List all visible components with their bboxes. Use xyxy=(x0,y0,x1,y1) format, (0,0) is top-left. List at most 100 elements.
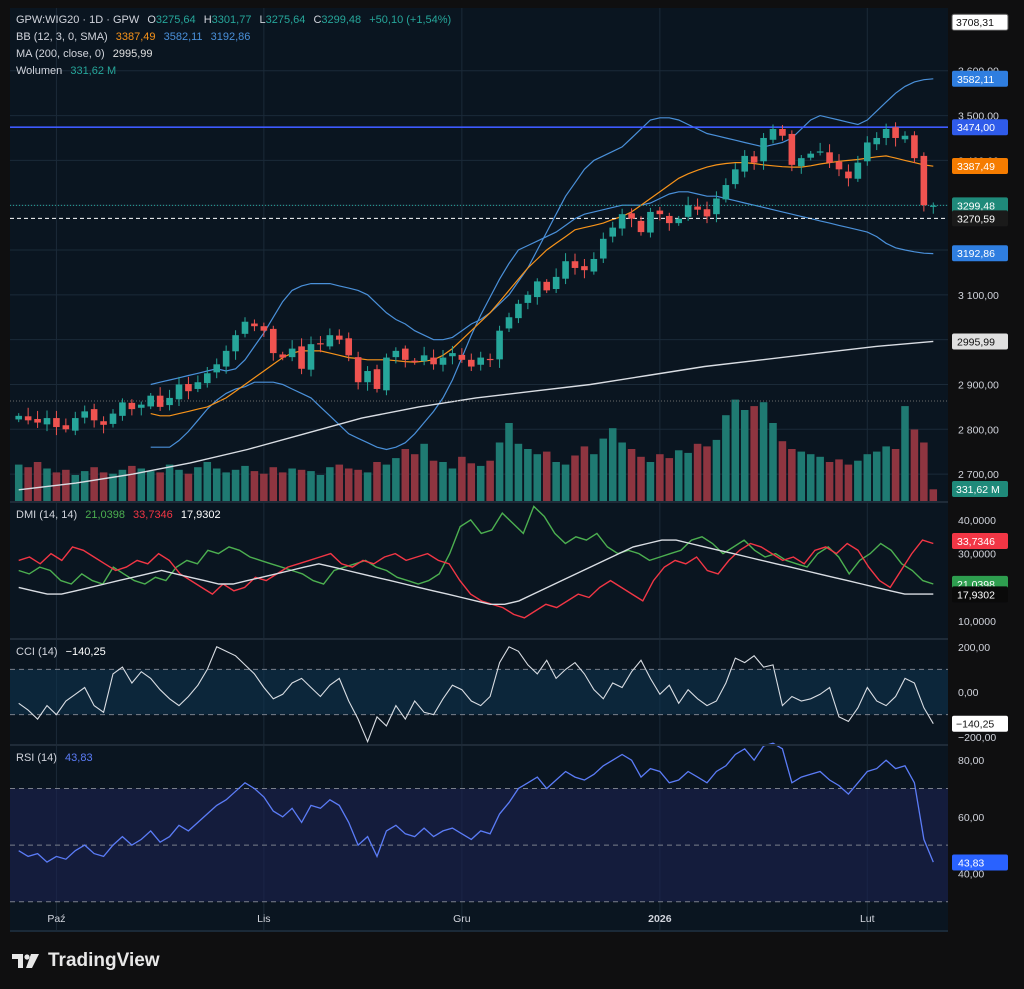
volume-bar xyxy=(194,467,202,501)
volume-bar xyxy=(712,439,721,501)
price-badge xyxy=(952,70,1008,87)
price-badge-label: 3582,11 xyxy=(957,74,994,86)
bb-lower-line xyxy=(150,191,934,451)
volume-bar xyxy=(929,489,938,501)
volume-bar xyxy=(797,451,806,501)
volume-bar xyxy=(882,446,890,501)
candle-body xyxy=(562,261,569,279)
candle-body xyxy=(637,220,645,233)
price-tick-label: 3 100,00 xyxy=(958,290,999,302)
ohlc-open: O3275,64 xyxy=(147,14,195,26)
candle-body xyxy=(873,137,881,145)
candle-body xyxy=(722,185,730,200)
candle-body xyxy=(515,303,522,319)
volume-bar xyxy=(420,443,428,501)
volume-bar xyxy=(806,454,815,501)
candle-body xyxy=(345,338,353,356)
cci-band-fill xyxy=(10,669,948,715)
volume-bar xyxy=(335,464,344,501)
dmi-badge xyxy=(952,586,1008,603)
cci-value: −140,25 xyxy=(65,646,106,658)
volume-bar xyxy=(410,454,419,501)
volume-bar xyxy=(99,472,108,501)
price-tick-label: 2 700,00 xyxy=(958,469,999,481)
candle-body xyxy=(731,169,739,185)
open-value: 3275,64 xyxy=(155,14,196,26)
candle-body xyxy=(835,161,843,170)
volume-bar xyxy=(863,454,872,501)
candle-body xyxy=(552,276,560,290)
candle-body xyxy=(750,156,758,163)
volume-bar xyxy=(844,464,853,501)
candle-body xyxy=(241,321,249,334)
volume-bar xyxy=(71,475,80,501)
candle-body xyxy=(109,413,117,424)
candle-body xyxy=(373,369,381,389)
rsi-tick-label: 40,00 xyxy=(958,868,984,880)
volume-bar xyxy=(835,459,843,501)
volume-bar xyxy=(910,429,919,501)
volume-bar xyxy=(165,464,174,501)
cci-legend: CCI (14) −140,25 xyxy=(16,646,111,658)
candle-body xyxy=(703,209,711,217)
candle-body xyxy=(43,418,51,425)
candle-body xyxy=(213,364,221,373)
volume-bar xyxy=(703,446,711,501)
low-label: L xyxy=(259,14,266,26)
volume-bar xyxy=(901,406,909,501)
volume-bar xyxy=(288,468,296,501)
candle-body xyxy=(543,281,551,291)
rsi-line xyxy=(18,742,934,863)
volume-bar xyxy=(788,449,796,501)
volume-bar xyxy=(401,449,410,501)
dmi-tick-label: 10,0000 xyxy=(958,616,996,628)
ohlc-close: C3299,48 xyxy=(313,14,361,26)
candle-body xyxy=(147,395,155,407)
candle-body xyxy=(581,266,588,271)
candle-body xyxy=(156,395,164,407)
volume-bar xyxy=(778,441,787,501)
volume-bar xyxy=(344,468,353,501)
volume-bar xyxy=(212,468,221,501)
tradingview-logo[interactable]: TradingView xyxy=(12,950,160,972)
volume-bar xyxy=(514,443,523,501)
volume-bar xyxy=(241,465,249,501)
candle-body xyxy=(467,359,475,367)
high-label: H xyxy=(203,14,212,26)
candle-body xyxy=(694,206,701,210)
plus-di-line xyxy=(18,505,934,585)
candle-body xyxy=(929,205,937,207)
volume-bar xyxy=(363,472,372,501)
pane-dmi xyxy=(10,503,948,638)
symbol-legend: GPW:WIG20 · 1D · GPW O3275,64 H3301,77 L… xyxy=(16,14,456,26)
candle-body xyxy=(128,402,136,410)
candle-body xyxy=(882,129,890,138)
volume-bar xyxy=(580,446,589,501)
candle-body xyxy=(354,357,362,383)
candle-body xyxy=(326,335,334,347)
candle-body xyxy=(90,409,98,421)
volume-badge xyxy=(952,481,1008,497)
volume-bar xyxy=(665,458,674,501)
volume-bar xyxy=(646,462,655,501)
volume-bar xyxy=(33,462,42,501)
candle-body xyxy=(713,198,720,215)
volume-bar xyxy=(250,471,259,501)
price-badge xyxy=(952,210,1008,227)
candle-body xyxy=(760,137,767,162)
price-tick-label: 2 900,00 xyxy=(958,379,999,391)
bb-upper-value: 3582,11 xyxy=(163,31,203,43)
volume-bar xyxy=(769,423,777,501)
candle-body xyxy=(684,205,692,217)
volume-bar xyxy=(316,475,325,501)
cci-tick-label: 200,00 xyxy=(958,642,990,654)
volume-bar xyxy=(156,472,164,501)
candle-body xyxy=(609,227,617,237)
candle-body xyxy=(458,354,466,360)
candle-body xyxy=(269,328,277,354)
candle-body xyxy=(665,215,673,224)
time-tick-label: 2026 xyxy=(648,913,672,925)
bb-lower-value: 3192,86 xyxy=(210,31,251,43)
candle-body xyxy=(119,402,126,416)
